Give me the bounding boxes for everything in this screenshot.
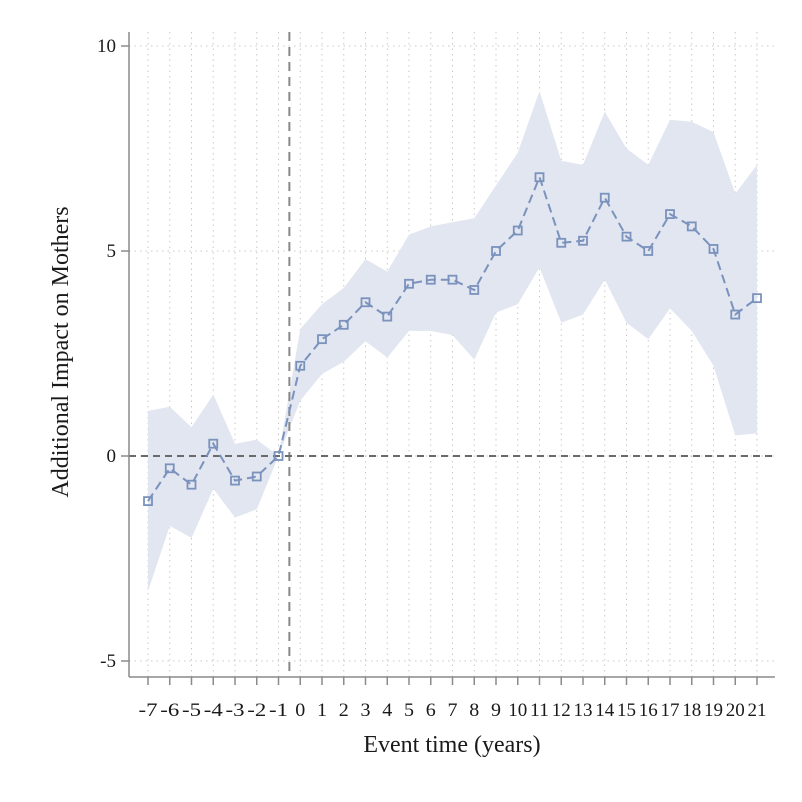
data-point-marker — [730, 309, 741, 320]
y-tick-label: 0 — [107, 446, 117, 467]
y-ticks: -5 0 5 10 — [97, 36, 129, 672]
y-tick-label: -5 — [100, 651, 116, 672]
x-tick-label: 4 — [382, 700, 393, 721]
x-tick-label: 5 — [404, 700, 414, 721]
data-point-marker — [164, 463, 175, 474]
x-tick-label: 12 — [552, 700, 571, 721]
data-point-marker — [469, 285, 480, 295]
data-point-marker — [273, 451, 284, 461]
series-line — [147, 174, 758, 502]
x-tick-label: 2 — [339, 700, 349, 721]
x-tick-label: -1 — [269, 700, 288, 721]
data-point-marker — [338, 319, 349, 330]
data-point-marker — [447, 274, 458, 285]
x-tick-label: -7 — [139, 700, 158, 721]
x-tick-label: 14 — [595, 700, 615, 721]
data-point-marker — [643, 246, 654, 256]
x-tick-label: 15 — [617, 700, 636, 721]
data-point-marker — [382, 311, 393, 322]
data-markers — [143, 172, 762, 507]
data-point-marker — [621, 231, 632, 242]
data-point-marker — [143, 496, 153, 507]
x-tick-label: 19 — [704, 700, 723, 721]
data-point-marker — [251, 471, 262, 482]
x-tick-label: 18 — [682, 700, 701, 721]
data-point-marker — [578, 235, 588, 246]
data-point-marker — [599, 192, 610, 203]
data-point-marker — [708, 244, 719, 254]
x-tick-label: -4 — [204, 700, 224, 721]
data-point-marker — [534, 172, 545, 183]
x-tick-label: -3 — [226, 700, 245, 721]
x-tick-label: 7 — [448, 700, 458, 721]
data-point-marker — [491, 246, 501, 256]
data-point-marker — [295, 360, 306, 371]
x-tick-label: -5 — [182, 700, 201, 721]
x-tick-label: 8 — [469, 700, 479, 721]
data-point-marker — [665, 209, 675, 220]
data-point-marker — [360, 297, 371, 308]
y-tick-label: 10 — [97, 36, 116, 57]
y-axis-title: Additional Impact on Mothers — [48, 206, 74, 497]
data-point-marker — [317, 334, 327, 345]
x-tick-label: 1 — [317, 700, 327, 721]
x-tick-label: 17 — [661, 700, 680, 721]
x-tick-label: 6 — [426, 700, 436, 721]
data-point-marker — [186, 479, 197, 490]
data-point-marker — [425, 274, 436, 285]
x-tick-label: 10 — [508, 700, 527, 721]
x-tick-label: 11 — [530, 700, 549, 721]
estimate-series-line — [147, 174, 758, 502]
data-point-marker — [230, 475, 240, 486]
x-tick-label: 20 — [726, 700, 745, 721]
data-point-marker — [556, 237, 567, 248]
x-tick-label: 0 — [295, 700, 305, 721]
x-axis-title: Event time (years) — [363, 732, 540, 758]
x-tick-label: 16 — [639, 700, 658, 721]
data-point-marker — [208, 438, 219, 449]
x-tick-label: 13 — [574, 700, 593, 721]
confidence-band — [148, 91, 757, 592]
data-point-marker — [404, 278, 414, 289]
data-point-marker — [512, 225, 523, 236]
x-tick-label: -2 — [247, 700, 266, 721]
reference-lines — [129, 32, 775, 677]
x-tick-label: 21 — [748, 700, 767, 721]
data-point-marker — [686, 221, 697, 232]
x-tick-label: -6 — [160, 700, 179, 721]
data-point-marker — [752, 293, 762, 304]
x-tick-label: 3 — [361, 700, 371, 721]
ci-band-area — [148, 91, 757, 592]
y-tick-label: 5 — [107, 241, 117, 262]
x-ticks: -7 -6 -5 -4 -3 -2 -1 0 1 2 3 4 5 6 7 8 9 10 11 12 13 14 15 16 17… — [139, 677, 767, 721]
x-tick-label: 9 — [491, 700, 501, 721]
